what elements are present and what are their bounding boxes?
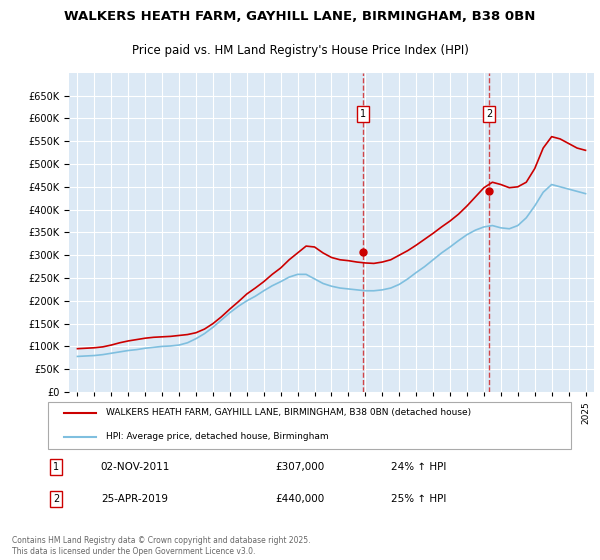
Text: £307,000: £307,000 bbox=[275, 461, 324, 472]
Text: 2: 2 bbox=[486, 109, 492, 119]
Text: 1: 1 bbox=[359, 109, 366, 119]
Text: 1: 1 bbox=[53, 461, 59, 472]
Text: WALKERS HEATH FARM, GAYHILL LANE, BIRMINGHAM, B38 0BN: WALKERS HEATH FARM, GAYHILL LANE, BIRMIN… bbox=[64, 10, 536, 24]
Text: Price paid vs. HM Land Registry's House Price Index (HPI): Price paid vs. HM Land Registry's House … bbox=[131, 44, 469, 57]
Text: HPI: Average price, detached house, Birmingham: HPI: Average price, detached house, Birm… bbox=[106, 432, 329, 441]
Text: Contains HM Land Registry data © Crown copyright and database right 2025.
This d: Contains HM Land Registry data © Crown c… bbox=[12, 536, 311, 556]
Text: 25% ↑ HPI: 25% ↑ HPI bbox=[391, 494, 446, 504]
Text: 24% ↑ HPI: 24% ↑ HPI bbox=[391, 461, 446, 472]
Text: 02-NOV-2011: 02-NOV-2011 bbox=[101, 461, 170, 472]
Text: 25-APR-2019: 25-APR-2019 bbox=[101, 494, 168, 504]
Text: 2: 2 bbox=[53, 494, 59, 504]
Text: £440,000: £440,000 bbox=[275, 494, 324, 504]
FancyBboxPatch shape bbox=[48, 403, 571, 449]
Text: WALKERS HEATH FARM, GAYHILL LANE, BIRMINGHAM, B38 0BN (detached house): WALKERS HEATH FARM, GAYHILL LANE, BIRMIN… bbox=[106, 408, 471, 418]
